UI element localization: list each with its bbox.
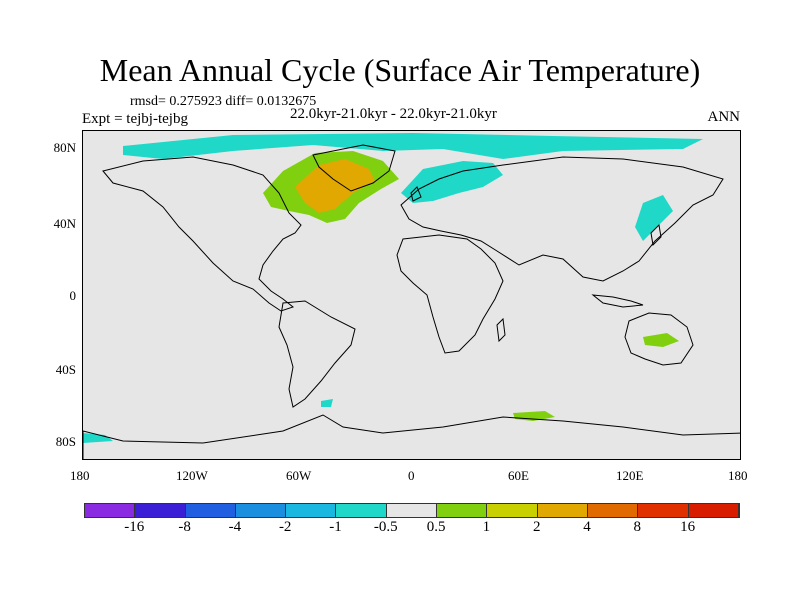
y-tick-label: 40S: [55, 362, 76, 377]
asia-cyan-field: [635, 195, 673, 241]
x-tick-label: 180: [728, 468, 748, 483]
colorbar-label: -8: [178, 519, 191, 535]
x-tick-label: 120E: [616, 468, 644, 483]
x-tick-label: 120W: [176, 468, 208, 483]
colorbar-label: 2: [532, 519, 541, 535]
figure-title: Mean Annual Cycle (Surface Air Temperatu…: [99, 52, 701, 88]
eurasia-coast: [400, 156, 724, 282]
colorbar-label: 1: [482, 519, 491, 535]
colorbar-label: -16: [124, 519, 145, 535]
colorbar-swatch: [587, 504, 639, 517]
colorbar-label: 16: [680, 519, 696, 535]
stats-text: rmsd= 0.275923 diff= 0.0132675: [130, 94, 317, 109]
colorbar-swatch: [537, 504, 588, 517]
colorbar-label: -2: [278, 519, 292, 535]
colorbar-swatch: [688, 504, 739, 517]
anomaly-fields: [83, 133, 703, 443]
coastlines: [83, 144, 740, 459]
arctic-cyan-field: [123, 133, 703, 159]
africa-coast: [396, 234, 504, 354]
x-tick-label: 60E: [508, 468, 529, 483]
colorbar-label: 8: [633, 519, 642, 535]
x-tick-label: 60W: [286, 468, 312, 483]
colorbar-label: -4: [228, 519, 242, 535]
greenland-coast: [312, 144, 396, 192]
australia-coast: [624, 312, 694, 366]
colorbar-swatch: [235, 504, 287, 517]
antarctic-cyan-field: [83, 433, 113, 443]
y-tick-label: 80N: [53, 140, 76, 155]
colorbar-label: 4: [583, 519, 591, 535]
atlantic-orange-field: [295, 159, 375, 213]
colorbar-swatch: [638, 504, 689, 517]
colorbar-swatch: [437, 504, 488, 517]
south-america-coast: [278, 300, 356, 408]
x-tick-label: 0: [408, 468, 415, 483]
uk-coast: [410, 186, 422, 202]
period-label: 22.0kyr-21.0kyr - 22.0kyr-21.0kyr: [290, 106, 497, 122]
colorbar-swatch: [286, 504, 337, 517]
japan-coast: [650, 223, 662, 247]
indonesia-coast: [591, 294, 644, 308]
colorbar-label: -1: [329, 519, 342, 535]
antarctica-coast: [83, 414, 740, 459]
y-tick-label: 40N: [53, 216, 76, 231]
colorbar-swatch: [336, 504, 387, 517]
madagascar-coast: [496, 317, 506, 343]
y-tick-label: 80S: [55, 434, 76, 449]
colorbar-label: -0.5: [373, 519, 398, 535]
world-map: [83, 133, 740, 459]
map-panel: [82, 130, 741, 460]
north-america-coast: [102, 156, 302, 312]
colorbar-swatch: [185, 504, 236, 517]
colorbar-swatch: [135, 504, 186, 517]
colorbar-swatch: [487, 504, 538, 517]
experiment-label: Expt = tejbj-tejbg: [82, 111, 188, 127]
europe-cyan-field: [401, 161, 503, 203]
australia-green-field: [643, 333, 679, 347]
colorbar: [84, 503, 740, 518]
x-tick-label: 180: [70, 468, 90, 483]
colorbar-swatch: [386, 504, 438, 517]
season-label: ANN: [707, 109, 741, 125]
colorbar-label: 0.5: [426, 519, 446, 535]
y-tick-label: 0: [69, 288, 77, 303]
colorbar-swatch: [85, 504, 136, 517]
pacific-cyan-field: [321, 399, 333, 407]
